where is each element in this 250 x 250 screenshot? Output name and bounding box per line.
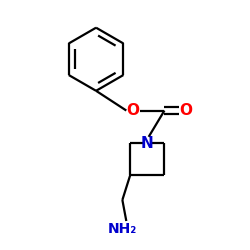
Text: O: O [179,103,192,118]
Text: O: O [126,103,140,118]
Text: N: N [141,136,154,151]
Text: NH₂: NH₂ [108,222,137,236]
